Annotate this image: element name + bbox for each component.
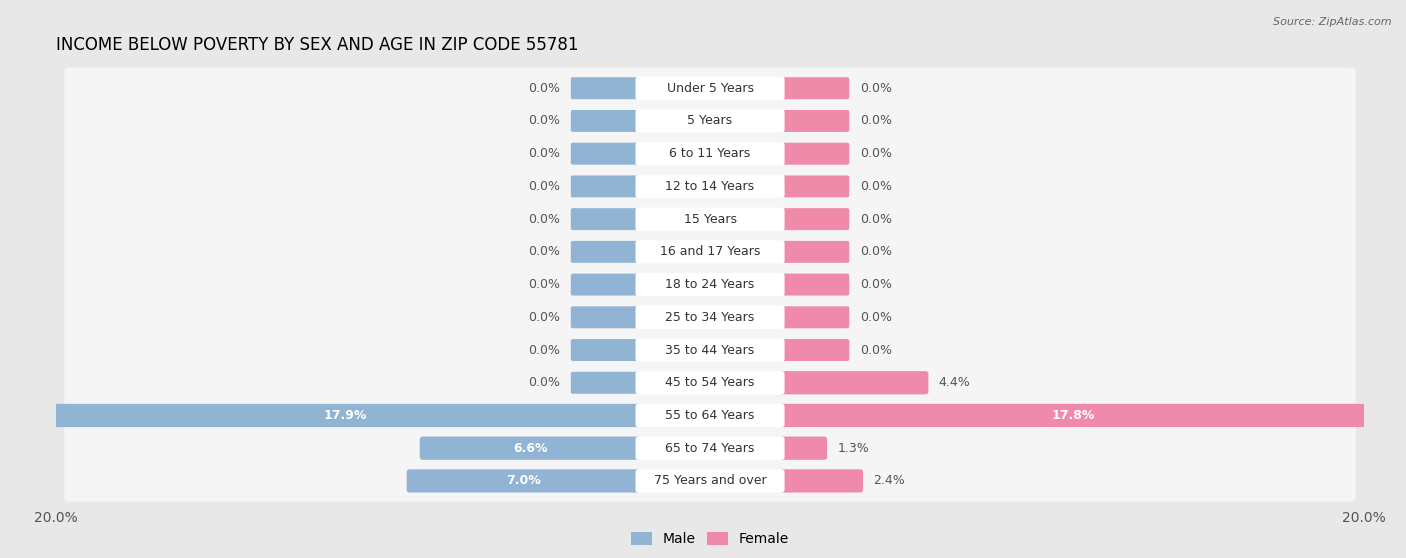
FancyBboxPatch shape xyxy=(406,469,641,493)
Text: 12 to 14 Years: 12 to 14 Years xyxy=(665,180,755,193)
FancyBboxPatch shape xyxy=(779,371,928,395)
Text: 0.0%: 0.0% xyxy=(860,81,893,95)
FancyBboxPatch shape xyxy=(571,241,640,263)
Text: 1.3%: 1.3% xyxy=(838,442,869,455)
Text: 0.0%: 0.0% xyxy=(527,376,560,389)
Text: 0.0%: 0.0% xyxy=(860,114,893,127)
FancyBboxPatch shape xyxy=(571,110,640,132)
Text: 18 to 24 Years: 18 to 24 Years xyxy=(665,278,755,291)
FancyBboxPatch shape xyxy=(780,306,849,328)
Text: 0.0%: 0.0% xyxy=(860,344,893,357)
Text: 0.0%: 0.0% xyxy=(527,180,560,193)
FancyBboxPatch shape xyxy=(571,175,640,198)
FancyBboxPatch shape xyxy=(65,460,1355,502)
Text: 45 to 54 Years: 45 to 54 Years xyxy=(665,376,755,389)
FancyBboxPatch shape xyxy=(780,208,849,230)
FancyBboxPatch shape xyxy=(65,166,1355,207)
FancyBboxPatch shape xyxy=(636,273,785,296)
FancyBboxPatch shape xyxy=(636,76,785,100)
Text: 0.0%: 0.0% xyxy=(860,246,893,258)
Text: 6 to 11 Years: 6 to 11 Years xyxy=(669,147,751,160)
Text: 4.4%: 4.4% xyxy=(939,376,970,389)
FancyBboxPatch shape xyxy=(65,231,1355,272)
FancyBboxPatch shape xyxy=(65,100,1355,142)
FancyBboxPatch shape xyxy=(636,338,785,362)
FancyBboxPatch shape xyxy=(571,273,640,296)
Text: 2.4%: 2.4% xyxy=(873,474,905,488)
Text: 0.0%: 0.0% xyxy=(527,147,560,160)
FancyBboxPatch shape xyxy=(636,469,785,493)
FancyBboxPatch shape xyxy=(65,297,1355,338)
Text: 0.0%: 0.0% xyxy=(527,246,560,258)
FancyBboxPatch shape xyxy=(780,143,849,165)
Text: 25 to 34 Years: 25 to 34 Years xyxy=(665,311,755,324)
Text: 17.9%: 17.9% xyxy=(323,409,367,422)
FancyBboxPatch shape xyxy=(65,362,1355,403)
Text: 15 Years: 15 Years xyxy=(683,213,737,225)
Text: 17.8%: 17.8% xyxy=(1052,409,1094,422)
FancyBboxPatch shape xyxy=(571,208,640,230)
FancyBboxPatch shape xyxy=(65,329,1355,371)
Text: 6.6%: 6.6% xyxy=(513,442,547,455)
Text: 5 Years: 5 Years xyxy=(688,114,733,127)
FancyBboxPatch shape xyxy=(780,77,849,99)
Text: 0.0%: 0.0% xyxy=(527,278,560,291)
FancyBboxPatch shape xyxy=(779,436,827,460)
FancyBboxPatch shape xyxy=(780,110,849,132)
Text: 16 and 17 Years: 16 and 17 Years xyxy=(659,246,761,258)
Text: 0.0%: 0.0% xyxy=(860,213,893,225)
Text: 0.0%: 0.0% xyxy=(527,81,560,95)
FancyBboxPatch shape xyxy=(571,143,640,165)
Text: Source: ZipAtlas.com: Source: ZipAtlas.com xyxy=(1274,17,1392,27)
FancyBboxPatch shape xyxy=(51,404,641,427)
FancyBboxPatch shape xyxy=(636,306,785,329)
Text: Under 5 Years: Under 5 Years xyxy=(666,81,754,95)
FancyBboxPatch shape xyxy=(65,133,1355,174)
Text: 0.0%: 0.0% xyxy=(860,278,893,291)
FancyBboxPatch shape xyxy=(780,241,849,263)
FancyBboxPatch shape xyxy=(779,469,863,493)
FancyBboxPatch shape xyxy=(571,306,640,328)
FancyBboxPatch shape xyxy=(779,404,1367,427)
FancyBboxPatch shape xyxy=(636,404,785,427)
FancyBboxPatch shape xyxy=(780,273,849,296)
FancyBboxPatch shape xyxy=(571,372,640,394)
FancyBboxPatch shape xyxy=(420,436,641,460)
Text: 0.0%: 0.0% xyxy=(860,311,893,324)
Text: INCOME BELOW POVERTY BY SEX AND AGE IN ZIP CODE 55781: INCOME BELOW POVERTY BY SEX AND AGE IN Z… xyxy=(56,36,579,54)
FancyBboxPatch shape xyxy=(636,109,785,133)
Text: 0.0%: 0.0% xyxy=(527,311,560,324)
Text: 7.0%: 7.0% xyxy=(506,474,541,488)
Text: 0.0%: 0.0% xyxy=(527,344,560,357)
FancyBboxPatch shape xyxy=(636,175,785,198)
Text: 0.0%: 0.0% xyxy=(860,180,893,193)
Text: 0.0%: 0.0% xyxy=(527,114,560,127)
FancyBboxPatch shape xyxy=(571,77,640,99)
FancyBboxPatch shape xyxy=(571,339,640,361)
FancyBboxPatch shape xyxy=(65,264,1355,305)
FancyBboxPatch shape xyxy=(636,240,785,263)
FancyBboxPatch shape xyxy=(65,199,1355,240)
Legend: Male, Female: Male, Female xyxy=(626,527,794,552)
Text: 0.0%: 0.0% xyxy=(860,147,893,160)
FancyBboxPatch shape xyxy=(780,175,849,198)
FancyBboxPatch shape xyxy=(65,68,1355,109)
Text: 35 to 44 Years: 35 to 44 Years xyxy=(665,344,755,357)
FancyBboxPatch shape xyxy=(65,427,1355,469)
Text: 65 to 74 Years: 65 to 74 Years xyxy=(665,442,755,455)
FancyBboxPatch shape xyxy=(636,142,785,165)
FancyBboxPatch shape xyxy=(636,371,785,395)
Text: 75 Years and over: 75 Years and over xyxy=(654,474,766,488)
FancyBboxPatch shape xyxy=(636,436,785,460)
Text: 55 to 64 Years: 55 to 64 Years xyxy=(665,409,755,422)
Text: 0.0%: 0.0% xyxy=(527,213,560,225)
FancyBboxPatch shape xyxy=(65,395,1355,436)
FancyBboxPatch shape xyxy=(780,339,849,361)
FancyBboxPatch shape xyxy=(636,208,785,231)
